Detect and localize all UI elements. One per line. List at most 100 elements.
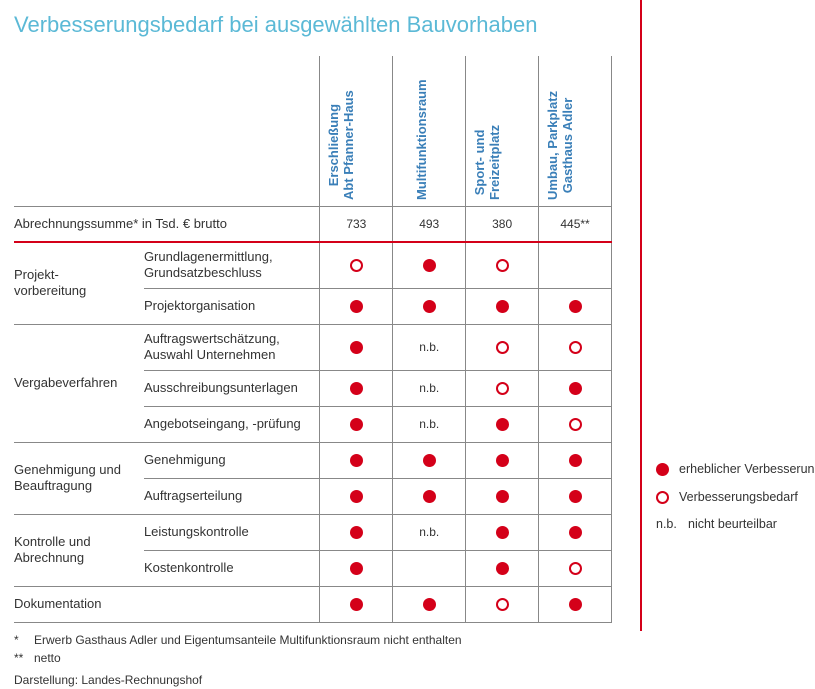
legend-hollow-icon — [656, 491, 669, 504]
cell-filled — [539, 514, 612, 550]
dot-filled-icon — [569, 300, 582, 313]
criterion-row: VergabeverfahrenAuftragswertschätzung,Au… — [14, 324, 612, 370]
dot-filled-icon — [496, 418, 509, 431]
cell-hollow — [466, 324, 539, 370]
criterion-label: Kostenkontrolle — [144, 550, 320, 586]
dot-hollow-icon — [496, 341, 509, 354]
project-header: Umbau, ParkplatzGasthaus Adler — [539, 56, 612, 206]
cell-hollow — [466, 242, 539, 288]
improvement-table: ErschließungAbt Pfanner-Haus Multifunkti… — [14, 56, 612, 623]
vertical-red-rule — [640, 0, 642, 631]
dot-filled-icon — [569, 526, 582, 539]
project-header: ErschließungAbt Pfanner-Haus — [320, 56, 393, 206]
category-cell: Kontrolle undAbrechnung — [14, 514, 144, 586]
legend-nb-label: nicht beurteilbar — [688, 511, 777, 539]
dot-filled-icon — [350, 562, 363, 575]
cell-filled — [320, 324, 393, 370]
cell-filled — [320, 370, 393, 406]
dot-filled-icon — [350, 300, 363, 313]
dot-filled-icon — [496, 562, 509, 575]
dot-filled-icon — [496, 300, 509, 313]
legend-hollow-label: Verbesserungsbedarf — [679, 484, 798, 512]
cell-filled — [393, 586, 466, 622]
dot-filled-icon — [569, 454, 582, 467]
criterion-row: Genehmigung undBeauftragungGenehmigung — [14, 442, 612, 478]
cell-hollow — [466, 586, 539, 622]
cell-empty — [393, 550, 466, 586]
cell-hollow — [539, 324, 612, 370]
sum-value: 493 — [393, 206, 466, 242]
dot-hollow-icon — [569, 562, 582, 575]
dot-filled-icon — [569, 490, 582, 503]
sum-value: 445** — [539, 206, 612, 242]
dot-filled-icon — [569, 382, 582, 395]
legend-nb-mark: n.b. — [656, 511, 678, 539]
dot-filled-icon — [423, 490, 436, 503]
cell-nb: n.b. — [393, 324, 466, 370]
cell-filled — [320, 550, 393, 586]
cell-filled — [539, 478, 612, 514]
category-cell: Projekt-vorbereitung — [14, 242, 144, 324]
sum-value: 380 — [466, 206, 539, 242]
cell-filled — [320, 442, 393, 478]
cell-filled — [466, 478, 539, 514]
cell-filled — [320, 288, 393, 324]
category-cell: Vergabeverfahren — [14, 324, 144, 442]
dot-hollow-icon — [350, 259, 363, 272]
dot-hollow-icon — [496, 259, 509, 272]
cell-nb: n.b. — [393, 406, 466, 442]
dot-filled-icon — [423, 454, 436, 467]
source-line: Darstellung: Landes-Rechnungshof — [14, 671, 815, 689]
footnotes: * Erwerb Gasthaus Adler und Eigentumsant… — [14, 631, 815, 689]
cell-nb: n.b. — [393, 514, 466, 550]
cell-filled — [466, 550, 539, 586]
footnote-2-mark: ** — [14, 649, 34, 667]
cell-filled — [393, 442, 466, 478]
criterion-label: Projektorganisation — [144, 288, 320, 324]
dot-filled-icon — [496, 526, 509, 539]
sum-label: Abrechnungssumme* in Tsd. € brutto — [14, 206, 320, 242]
dot-filled-icon — [350, 526, 363, 539]
dot-filled-icon — [569, 598, 582, 611]
criterion-row: Kontrolle undAbrechnungLeistungskontroll… — [14, 514, 612, 550]
cell-filled — [393, 478, 466, 514]
footnote-2-text: netto — [34, 649, 61, 667]
cell-filled — [466, 406, 539, 442]
page-title: Verbesserungsbedarf bei ausgewählten Bau… — [14, 12, 815, 38]
criterion-label: Auftragswertschätzung,Auswahl Unternehme… — [144, 324, 320, 370]
cell-filled — [539, 442, 612, 478]
project-header: Multifunktionsraum — [393, 56, 466, 206]
dot-filled-icon — [423, 300, 436, 313]
cell-filled — [320, 514, 393, 550]
dot-hollow-icon — [569, 341, 582, 354]
cell-filled — [320, 478, 393, 514]
cell-filled — [393, 242, 466, 288]
cell-filled — [466, 288, 539, 324]
cell-hollow — [320, 242, 393, 288]
legend: erheblicher Verbesserungsbedarf Verbesse… — [656, 456, 815, 539]
category-cell: Dokumentation — [14, 586, 320, 622]
footnote-1-mark: * — [14, 631, 34, 649]
dot-filled-icon — [350, 382, 363, 395]
dot-hollow-icon — [496, 382, 509, 395]
dot-filled-icon — [350, 454, 363, 467]
dot-filled-icon — [496, 454, 509, 467]
cell-filled — [539, 586, 612, 622]
criterion-row: Dokumentation — [14, 586, 612, 622]
cell-filled — [539, 370, 612, 406]
cell-hollow — [539, 406, 612, 442]
footnote-1-text: Erwerb Gasthaus Adler und Eigentumsantei… — [34, 631, 462, 649]
cell-filled — [466, 442, 539, 478]
dot-filled-icon — [350, 490, 363, 503]
cell-filled — [539, 288, 612, 324]
cell-filled — [466, 514, 539, 550]
criterion-label: Auftragserteilung — [144, 478, 320, 514]
cell-filled — [320, 406, 393, 442]
cell-hollow — [539, 550, 612, 586]
header-row: ErschließungAbt Pfanner-Haus Multifunkti… — [14, 56, 612, 206]
criterion-row: Projekt-vorbereitungGrundlagenermittlung… — [14, 242, 612, 288]
sum-row: Abrechnungssumme* in Tsd. € brutto733493… — [14, 206, 612, 242]
legend-filled-icon — [656, 463, 669, 476]
sum-value: 733 — [320, 206, 393, 242]
cell-nb: n.b. — [393, 370, 466, 406]
